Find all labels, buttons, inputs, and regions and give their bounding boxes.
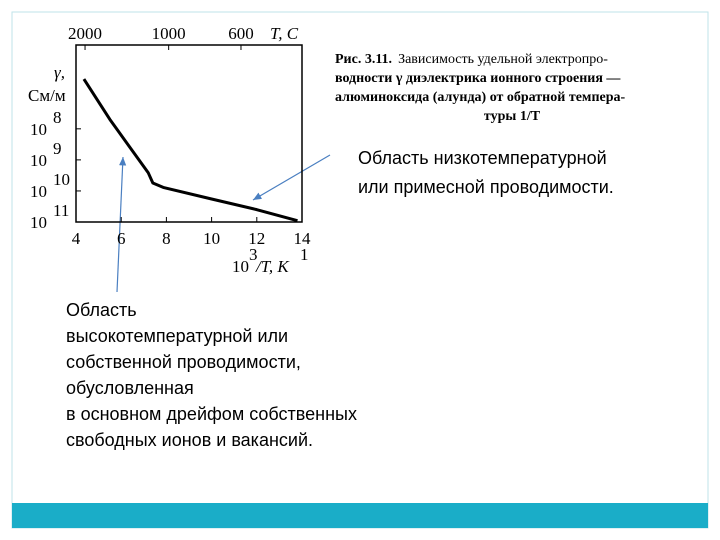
x-tick-label: 14 — [294, 229, 312, 248]
y-tick-label: 10 — [30, 213, 47, 232]
data-line — [82, 78, 298, 223]
x-tick-label: 10 — [203, 229, 220, 248]
arrow — [252, 154, 331, 201]
x-axis-label: 1 — [300, 245, 309, 264]
caption: Рис. 3.11. Зависимость удельной электропр… — [335, 52, 608, 67]
caption-line: Зависимость удельной электропро- — [398, 52, 608, 67]
y-tick-label: 10 — [30, 182, 47, 201]
y-tick-label: 10 — [30, 151, 47, 170]
arrow — [116, 156, 127, 293]
annotation: Область низкотемпературной — [358, 148, 607, 168]
annotation: в основном дрейфом собственных — [66, 404, 357, 424]
x-axis-label: /T, K — [255, 257, 290, 276]
x2-tick-label: 1000 — [152, 24, 186, 43]
annotation: обусловленная — [66, 378, 194, 398]
caption-line: алюминоксида (алунда) от обратной темпер… — [335, 90, 626, 105]
y-tick-label: 10 — [30, 120, 47, 139]
x2-tick-label: 600 — [228, 24, 254, 43]
x-tick-label: 6 — [117, 229, 126, 248]
annotation: или примесной проводимости. — [358, 177, 614, 197]
y-axis-label: См/м — [28, 86, 66, 105]
x-tick-label: 8 — [162, 229, 171, 248]
x2-tick-label: 2000 — [68, 24, 102, 43]
y-tick-exponent: 9 — [53, 139, 62, 158]
y-tick-exponent: 8 — [53, 108, 62, 127]
annotation: свободных ионов и вакансий. — [66, 430, 313, 450]
plot-frame — [75, 44, 303, 223]
x2-axis-label: T, C — [270, 24, 299, 43]
x-axis-label: 10 — [232, 257, 249, 276]
caption-line: водности γ диэлектрика ионного строения … — [335, 71, 621, 86]
caption-label: Рис. 3.11. — [335, 52, 392, 67]
x-tick-label: 4 — [72, 229, 81, 248]
annotation: высокотемпературной или — [66, 326, 288, 346]
y-axis-label: γ, — [54, 63, 65, 82]
annotation: Область — [66, 300, 137, 320]
x-tick-label: 12 — [248, 229, 265, 248]
y-tick-exponent: 11 — [53, 201, 69, 220]
caption-line: туры 1/T — [484, 109, 541, 124]
y-tick-exponent: 10 — [53, 170, 70, 189]
annotation: собственной проводимости, — [66, 352, 301, 372]
x-axis-label: 3 — [249, 245, 258, 264]
footer-bar — [12, 503, 708, 528]
